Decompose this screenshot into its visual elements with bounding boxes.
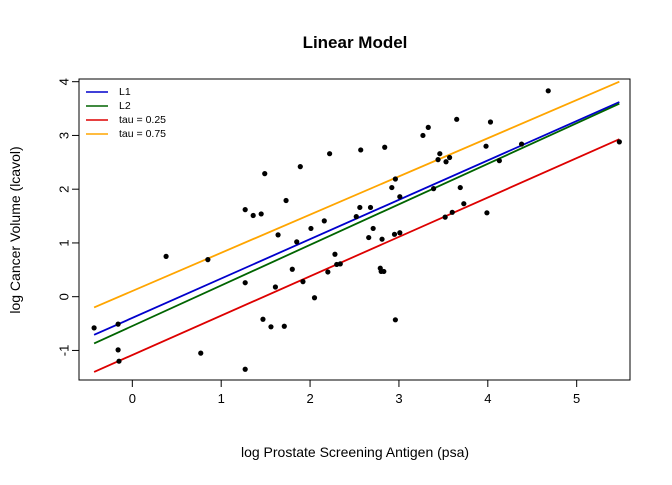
data-point xyxy=(389,184,395,191)
x-tick-label: 5 xyxy=(573,391,580,406)
data-point xyxy=(518,141,525,147)
y-tick-label: 3 xyxy=(57,132,72,139)
y-tick-label: 2 xyxy=(57,186,72,193)
data-point xyxy=(443,159,449,165)
data-point xyxy=(366,234,372,241)
series-line xyxy=(93,102,620,345)
data-point xyxy=(425,124,431,130)
legend: L1 L2 tau = 0.25 tau = 0.75 xyxy=(86,86,166,140)
data-point xyxy=(115,347,121,353)
data-point xyxy=(272,284,279,290)
data-point xyxy=(308,225,314,232)
series-line xyxy=(93,138,620,373)
data-point xyxy=(446,154,453,161)
data-point xyxy=(367,204,374,211)
data-point xyxy=(358,147,364,153)
data-point xyxy=(205,257,211,263)
x-tick-label: 3 xyxy=(395,391,402,406)
y-tick-label: -1 xyxy=(57,345,72,357)
data-point xyxy=(457,184,463,191)
data-point xyxy=(545,88,551,94)
legend-label: L1 xyxy=(119,86,131,98)
data-point xyxy=(332,251,338,257)
data-point xyxy=(392,176,398,182)
series-line xyxy=(93,80,620,309)
data-point xyxy=(242,366,248,372)
data-points xyxy=(91,88,622,372)
data-point xyxy=(321,218,327,224)
data-point xyxy=(430,186,437,192)
data-point xyxy=(496,158,502,164)
data-point xyxy=(616,139,622,145)
data-point xyxy=(260,316,266,322)
data-point xyxy=(370,225,376,232)
y-tick-label: 0 xyxy=(57,293,72,300)
data-point xyxy=(242,280,248,286)
data-point xyxy=(442,214,448,220)
data-point xyxy=(268,324,274,330)
x-tick-label: 1 xyxy=(218,391,225,406)
data-point xyxy=(275,232,281,238)
data-point xyxy=(454,116,460,122)
data-point xyxy=(357,204,363,211)
data-point xyxy=(487,119,494,125)
data-point xyxy=(483,143,489,149)
data-point xyxy=(325,269,331,275)
data-point xyxy=(300,279,306,285)
legend-label: L2 xyxy=(119,100,131,112)
x-tick-label: 2 xyxy=(306,391,313,406)
data-point xyxy=(281,323,287,329)
data-point xyxy=(379,236,385,242)
y-tick-label: 1 xyxy=(57,239,72,246)
data-point xyxy=(437,151,443,157)
data-point xyxy=(420,132,426,139)
data-point xyxy=(397,230,403,236)
data-point xyxy=(327,151,333,157)
data-point xyxy=(353,214,359,220)
data-point xyxy=(449,209,455,215)
chart-title: Linear Model xyxy=(303,33,408,52)
data-point xyxy=(198,350,204,356)
data-point xyxy=(242,207,248,213)
data-point xyxy=(311,295,318,301)
data-point xyxy=(391,231,398,237)
data-point xyxy=(397,194,403,200)
data-point xyxy=(382,144,388,150)
data-point xyxy=(116,358,122,364)
data-point xyxy=(283,197,289,204)
data-point xyxy=(294,239,300,245)
data-point xyxy=(289,266,295,272)
data-point xyxy=(435,157,441,163)
data-point xyxy=(115,321,121,327)
data-point xyxy=(258,211,264,217)
y-tick-label: 4 xyxy=(57,78,72,85)
x-tick-label: 0 xyxy=(129,391,136,406)
data-point xyxy=(484,210,490,216)
x-axis: 0 1 2 3 4 5 xyxy=(129,379,580,406)
data-point xyxy=(91,325,97,331)
data-point xyxy=(163,253,169,259)
x-axis-label: log Prostate Screening Antigen (psa) xyxy=(241,444,469,460)
data-point xyxy=(381,268,387,275)
y-axis: -1 0 1 2 3 4 xyxy=(57,78,80,356)
y-axis-label: log Cancer Volume (lcavol) xyxy=(7,146,23,313)
data-point xyxy=(250,212,256,219)
data-point xyxy=(461,201,467,207)
data-point xyxy=(297,164,303,170)
data-point xyxy=(337,261,343,267)
data-point xyxy=(392,317,398,323)
legend-label: tau = 0.25 xyxy=(119,114,166,126)
regression-lines xyxy=(93,80,620,373)
x-tick-label: 4 xyxy=(484,391,491,406)
legend-label: tau = 0.75 xyxy=(119,128,166,140)
data-point xyxy=(262,171,268,177)
